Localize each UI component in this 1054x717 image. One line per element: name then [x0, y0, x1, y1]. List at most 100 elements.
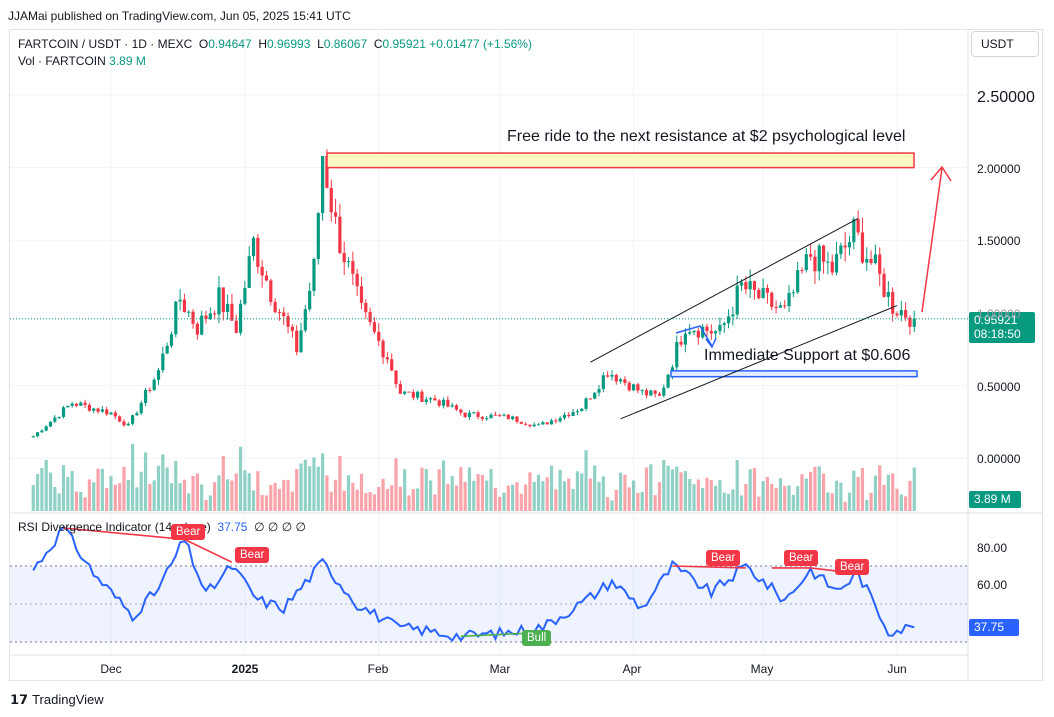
volume-bar: [558, 469, 562, 511]
candle-body: [256, 237, 260, 267]
volume-bar: [826, 492, 830, 511]
candle-body: [420, 391, 424, 402]
resistance-annotation: Free ride to the next resistance at $2 p…: [507, 128, 906, 145]
volume-bar: [213, 482, 217, 511]
candle-body: [856, 219, 860, 233]
volume-bar: [79, 492, 83, 511]
candle-body: [636, 384, 640, 391]
candle-body: [860, 232, 865, 263]
volume-bar: [636, 492, 640, 511]
volume-bar: [506, 485, 510, 511]
candle-body: [821, 245, 826, 262]
volume-bar: [187, 493, 191, 511]
candle-body: [554, 420, 558, 422]
candle-body: [718, 325, 722, 332]
volume-bar: [299, 463, 303, 511]
candle-body: [528, 424, 532, 427]
volume-bar: [485, 480, 489, 511]
volume-bar: [109, 476, 113, 511]
candle-body: [839, 245, 843, 255]
volume-bar: [355, 489, 359, 511]
x-tick-label: Dec: [100, 662, 122, 676]
candle-body: [200, 315, 204, 335]
volume-bar: [575, 471, 580, 511]
volume-bar: [904, 496, 908, 511]
candle-body: [113, 412, 117, 417]
candle-body: [752, 281, 757, 290]
tradingview-logo[interactable]: 𝟭𝟳 TradingView: [10, 692, 104, 708]
open-label: O: [198, 37, 209, 51]
volume-bar: [653, 495, 657, 511]
volume-bar: [161, 454, 165, 511]
symbol-name: FARTCOIN / USDT · 1D · MEXC: [18, 37, 193, 51]
volume-bar: [744, 484, 748, 511]
volume-bar: [459, 467, 463, 511]
open-value: 0.94647: [208, 37, 252, 51]
volume-bar: [813, 466, 817, 511]
volume-bar: [441, 460, 446, 511]
volume-bar: [48, 472, 53, 511]
candle-body: [878, 254, 882, 274]
candle-body: [303, 309, 307, 331]
volume-bar: [169, 483, 174, 511]
volume-bar: [394, 458, 398, 511]
candle-body: [571, 412, 575, 416]
candle-body: [532, 424, 536, 427]
volume-bar: [105, 488, 109, 511]
volume-bar: [359, 473, 364, 511]
volume-bar: [800, 474, 804, 511]
volume-bar: [450, 476, 454, 511]
volume-bar: [705, 477, 709, 511]
volume-bar: [135, 487, 139, 511]
candle-body: [809, 254, 813, 257]
volume-bar: [627, 487, 631, 511]
candle-body: [675, 341, 679, 368]
rsi-extra-values: ∅ ∅ ∅ ∅: [254, 520, 306, 534]
candle-body: [83, 402, 87, 405]
candle-body: [748, 281, 752, 290]
volume-bar: [428, 480, 433, 511]
candle-body: [226, 303, 230, 312]
candle-body: [174, 301, 178, 335]
volume-bar: [549, 465, 554, 511]
candle-body: [333, 212, 338, 217]
volume-bar: [666, 465, 670, 511]
volume-bar: [303, 459, 307, 511]
candle-body: [385, 357, 389, 360]
volume-bar: [247, 473, 251, 511]
volume-bar: [748, 469, 752, 511]
candle-body: [904, 310, 908, 318]
volume-bar: [722, 492, 726, 511]
volume-bar: [662, 459, 666, 511]
volume-bar: [122, 466, 126, 511]
volume-bar: [752, 467, 757, 511]
candle-body: [61, 407, 66, 417]
volume-bar: [873, 475, 878, 511]
candle-body: [610, 374, 614, 377]
volume-bar: [156, 465, 161, 511]
candle-body: [770, 292, 774, 308]
y-tick-label: 0.50000: [977, 380, 1021, 394]
volume-bar: [398, 486, 402, 511]
candle-body: [575, 411, 580, 413]
candle-body: [843, 245, 847, 248]
volume-bar: [416, 488, 420, 511]
close-label: C: [373, 37, 383, 51]
candle-body: [135, 413, 139, 416]
currency-button[interactable]: USDT: [971, 31, 1039, 57]
volume-bar: [433, 494, 437, 511]
volume-bar: [191, 475, 195, 511]
bar-countdown: 08:18:50: [974, 327, 1021, 341]
volume-bar: [342, 490, 346, 511]
volume-bar: [44, 459, 48, 511]
candle-body: [567, 414, 571, 416]
volume-bar: [709, 480, 713, 511]
volume-bar: [735, 460, 739, 511]
candle-body: [286, 316, 290, 327]
support-zone: [670, 370, 918, 378]
candle-body: [662, 387, 666, 396]
candle-body: [644, 390, 649, 396]
candle-body: [485, 418, 489, 420]
volume-bar: [670, 469, 675, 511]
